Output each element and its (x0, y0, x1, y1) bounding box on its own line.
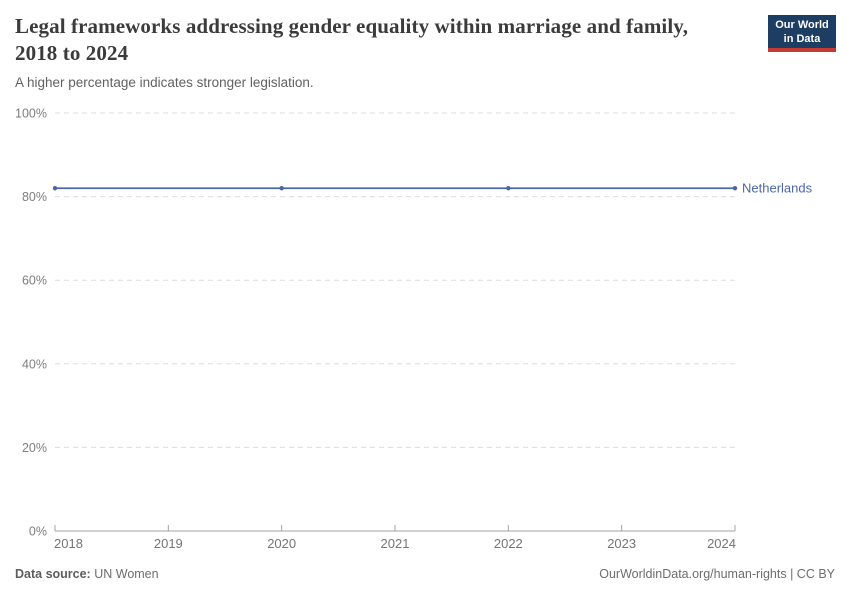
y-tick-label-100: 100% (15, 107, 47, 121)
series-label-netherlands[interactable]: Netherlands (742, 181, 813, 196)
netherlands-point-2020[interactable] (279, 186, 284, 191)
x-tick-label-2019: 2019 (154, 536, 183, 551)
y-tick-label-20: 20% (22, 441, 47, 455)
x-tick-label-2018: 2018 (54, 536, 83, 551)
chart-subtitle: A higher percentage indicates stronger l… (15, 75, 314, 90)
owid-logo-line1: Our World (775, 19, 829, 31)
x-tick-label-2024: 2024 (707, 536, 736, 551)
data-source: Data source: UN Women (15, 567, 159, 581)
owid-logo: Our World in Data (768, 15, 836, 52)
owid-logo-line2: in Data (783, 33, 821, 45)
attribution: OurWorldinData.org/human-rights | CC BY (599, 567, 835, 581)
data-source-value: UN Women (94, 567, 159, 581)
x-tick-label-2023: 2023 (607, 536, 636, 551)
page-title: Legal frameworks addressing gender equal… (15, 14, 689, 65)
y-tick-label-60: 60% (22, 274, 47, 288)
data-source-label: Data source: (15, 567, 91, 581)
y-tick-label-80: 80% (22, 190, 47, 204)
chart-footer: Data source: UN Women OurWorldinData.org… (15, 567, 835, 581)
x-tick-label-2020: 2020 (267, 536, 296, 551)
netherlands-point-2018[interactable] (52, 186, 58, 191)
netherlands-point-2022[interactable] (506, 186, 511, 191)
x-tick-label-2022: 2022 (494, 536, 523, 551)
netherlands-point-2024[interactable] (732, 186, 738, 191)
x-tick-label-2021: 2021 (381, 536, 410, 551)
y-tick-label-0: 0% (29, 525, 47, 539)
y-tick-label-40: 40% (22, 357, 47, 371)
